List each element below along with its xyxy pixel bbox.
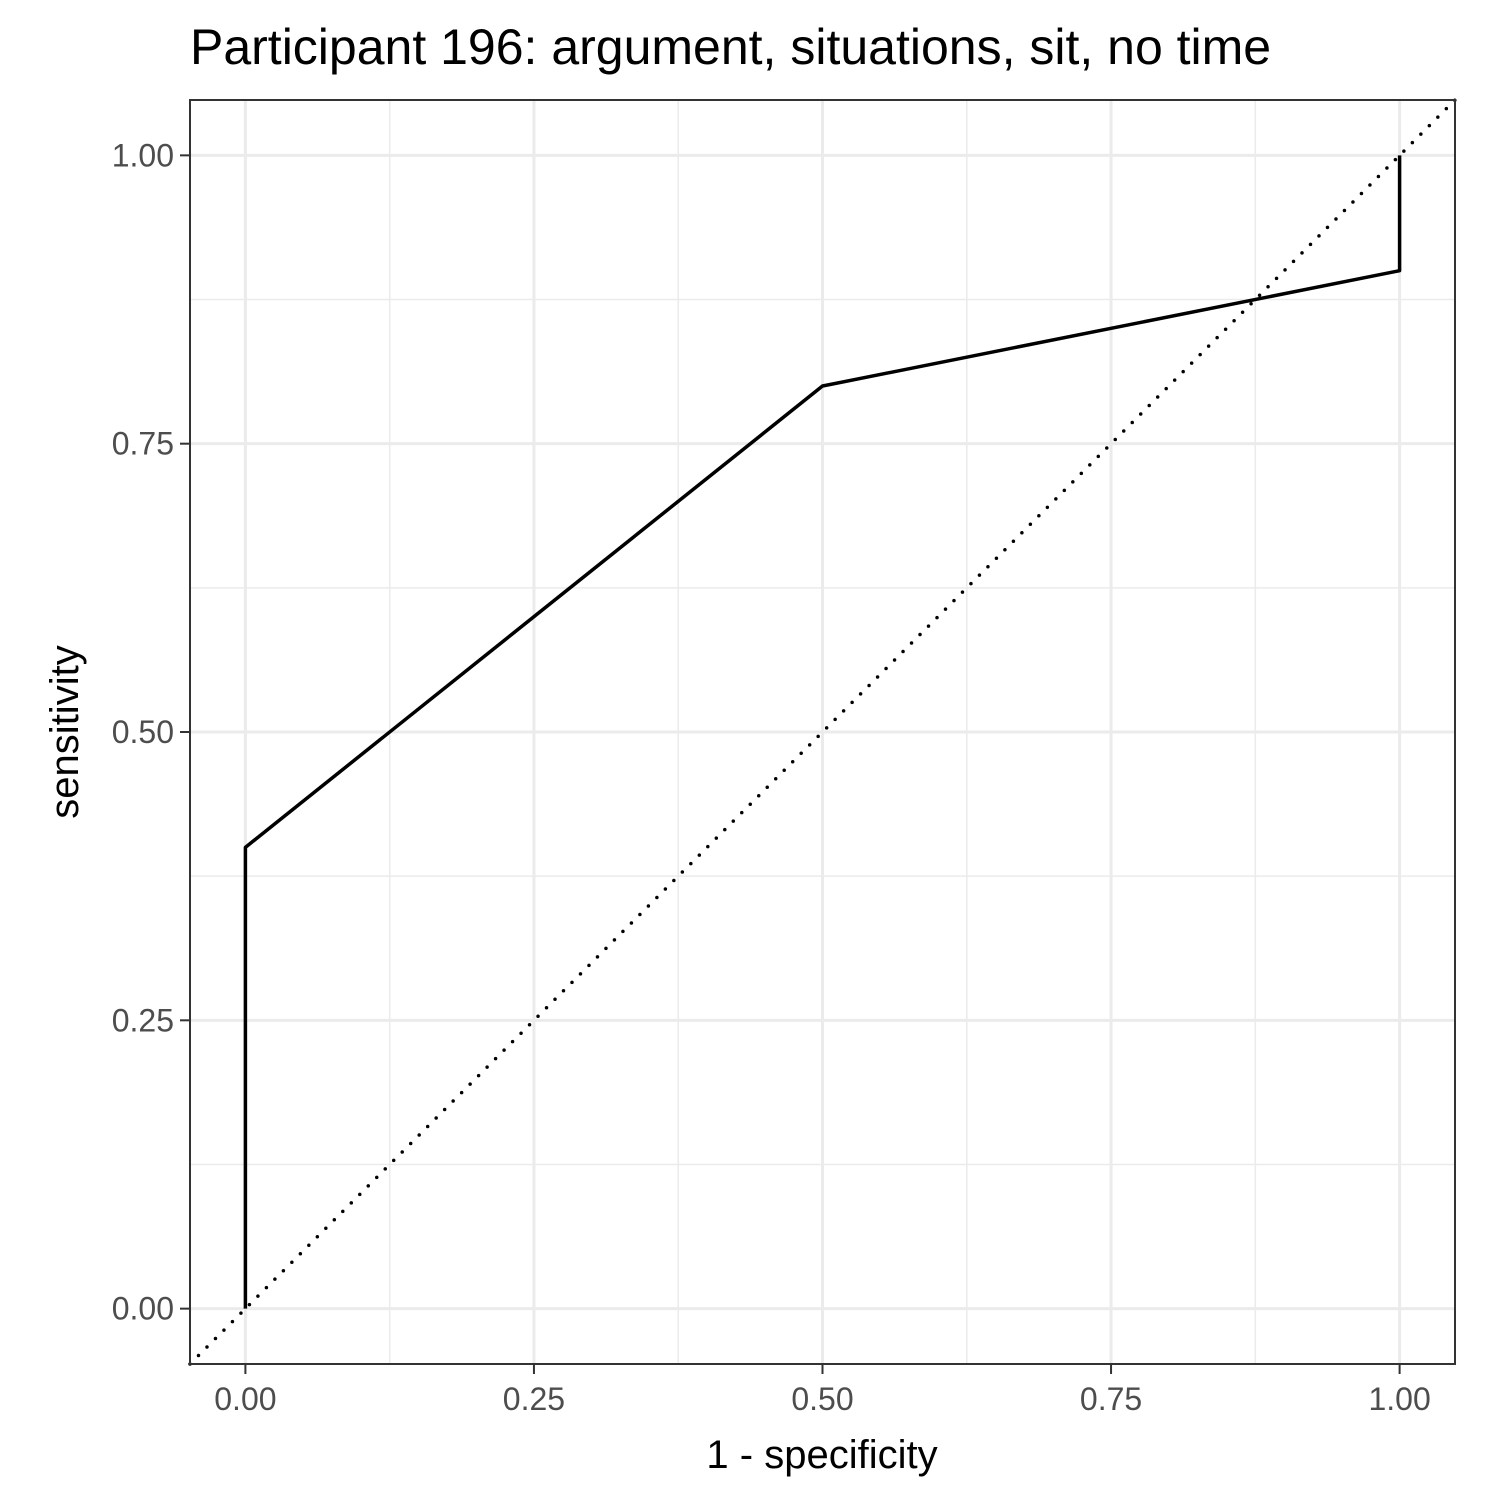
x-axis-title: 1 - specificity [706, 1433, 937, 1477]
y-tick-label: 1.00 [112, 137, 174, 173]
y-tick-label: 0.50 [112, 714, 174, 750]
chart-title: Participant 196: argument, situations, s… [190, 19, 1271, 75]
x-tick-label: 0.50 [791, 1381, 853, 1417]
x-tick-label: 1.00 [1368, 1381, 1430, 1417]
roc-curve-line [243, 155, 1402, 1309]
y-tick-label: 0.75 [112, 426, 174, 462]
y-tick-label: 0.25 [112, 1002, 174, 1038]
x-tick-label: 0.25 [503, 1381, 565, 1417]
x-tick-label: 0.75 [1080, 1381, 1142, 1417]
y-tick-label: 0.00 [112, 1291, 174, 1327]
y-axis-title: sensitivity [43, 645, 87, 818]
x-tick-label: 0.00 [214, 1381, 276, 1417]
